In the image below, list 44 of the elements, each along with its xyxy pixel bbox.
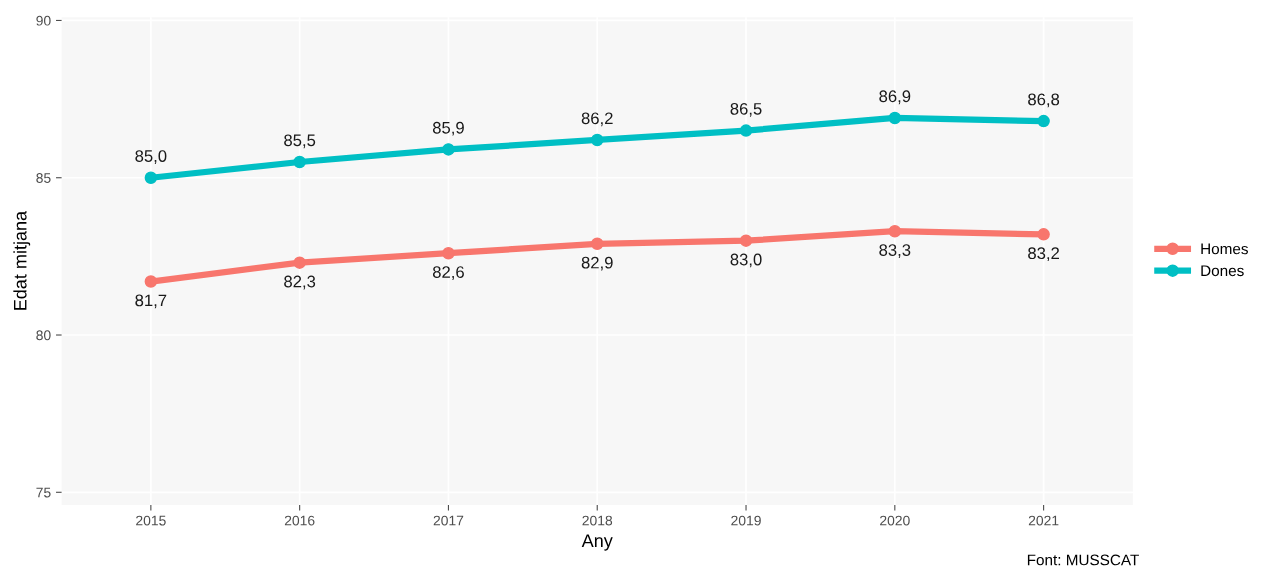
x-tick-label: 2018 bbox=[582, 515, 613, 526]
point bbox=[888, 224, 902, 238]
point bbox=[144, 171, 158, 184]
data-label: 82,9 bbox=[581, 256, 613, 271]
legend-label: Dones bbox=[1201, 265, 1244, 277]
point bbox=[590, 237, 604, 251]
point bbox=[293, 256, 306, 269]
data-label: 86,9 bbox=[879, 90, 911, 105]
x-tick-label: 2015 bbox=[136, 515, 166, 526]
data-label: 86,8 bbox=[1028, 93, 1060, 108]
legend-label: Homes bbox=[1201, 243, 1248, 255]
x-tick-label: 2020 bbox=[880, 515, 910, 526]
data-label: 86,2 bbox=[581, 112, 613, 127]
point bbox=[442, 143, 455, 156]
data-label: 83,3 bbox=[879, 244, 911, 258]
point bbox=[739, 124, 753, 137]
data-label: 82,3 bbox=[284, 275, 316, 290]
point bbox=[144, 275, 158, 288]
point bbox=[293, 155, 306, 169]
point bbox=[1037, 228, 1050, 241]
x-tick-label: 2017 bbox=[433, 515, 464, 526]
data-label: 83,0 bbox=[730, 253, 762, 268]
y-tick-label: 85 bbox=[36, 173, 51, 183]
data-label: 85,9 bbox=[432, 121, 464, 136]
y-tick-label: 90 bbox=[36, 15, 51, 26]
point bbox=[888, 111, 902, 125]
x-tick-label: 2021 bbox=[1028, 515, 1059, 526]
point bbox=[442, 246, 455, 260]
data-label: 83,2 bbox=[1028, 247, 1059, 262]
text: Font: MUSSCAT bbox=[1027, 554, 1139, 566]
data-label: 86,5 bbox=[730, 102, 762, 117]
data-label: 85,0 bbox=[135, 150, 167, 164]
y-tick-label: 80 bbox=[36, 330, 51, 341]
data-label: 81,7 bbox=[135, 294, 167, 309]
y-axis-title: Edat mitjana bbox=[13, 210, 31, 310]
x-tick-label: 2019 bbox=[731, 515, 761, 526]
x-tick-label: 2016 bbox=[284, 515, 315, 526]
data-label: 85,5 bbox=[284, 134, 316, 149]
data-label: 82,6 bbox=[432, 266, 464, 280]
point bbox=[739, 234, 753, 247]
point bbox=[590, 133, 604, 147]
y-tick-label: 75 bbox=[36, 487, 51, 498]
point bbox=[1037, 114, 1050, 128]
x-axis-title: Any bbox=[581, 534, 613, 551]
